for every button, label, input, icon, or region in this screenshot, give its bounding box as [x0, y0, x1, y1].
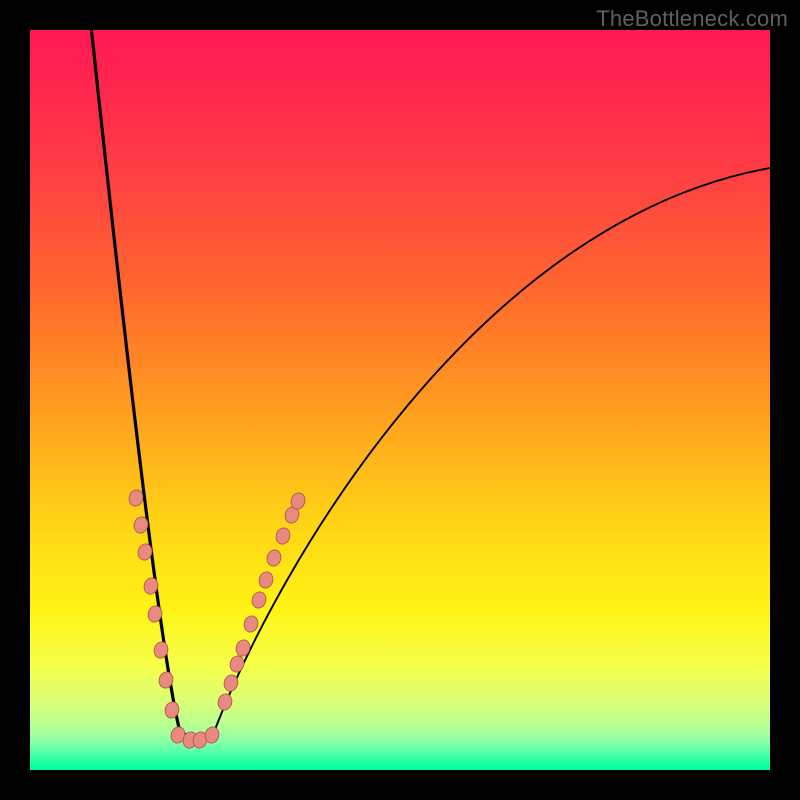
watermark-text: TheBottleneck.com	[596, 6, 788, 32]
chart-root: TheBottleneck.com	[0, 0, 800, 800]
gradient-background	[30, 30, 770, 770]
chart-svg	[0, 0, 800, 800]
